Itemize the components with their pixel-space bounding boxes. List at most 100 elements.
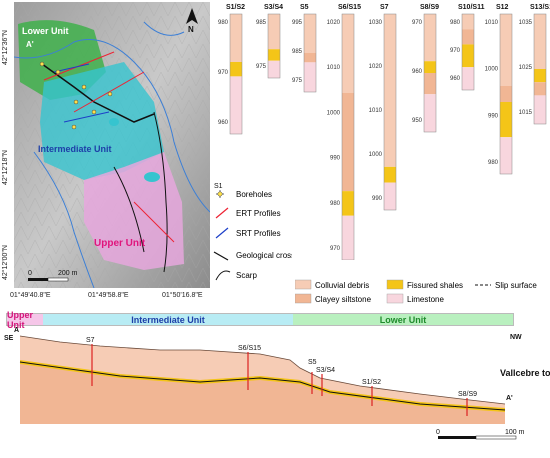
log-tick: 1000 [327, 110, 341, 116]
log-band-colluvial [342, 14, 354, 93]
cs-borehole-s6: S6/S15 [238, 345, 261, 352]
borehole-logs: S1/S2 980 970 960 S3/S4 985 975 S5 995 985 975 S6/S… [212, 0, 550, 261]
log-band-colluvial [268, 14, 280, 50]
scarp-line [113, 166, 145, 253]
log-outline [267, 13, 281, 79]
lon-label-1: 01°49'40.8"E [10, 292, 51, 299]
map-legend: S1 Boreholes ERT Profiles SRT Profiles G… [212, 180, 319, 290]
log-tick: 990 [330, 156, 341, 162]
intermediate-unit-area [40, 62, 164, 180]
log-outline [383, 13, 397, 211]
log-tick: 1020 [369, 64, 383, 70]
log-outline [461, 13, 475, 91]
map-intermediate-unit-label: Intermediate Unit [38, 144, 112, 154]
log-band-fissured [268, 49, 280, 61]
log-title: S12 [496, 4, 509, 11]
pond [109, 118, 119, 126]
map-cross-section-a-prime: A' [26, 40, 34, 49]
log-band-limestone [424, 94, 436, 132]
cross-section-legend-icon [213, 251, 229, 261]
cs-borehole-s7: S7 [86, 337, 95, 344]
map-scale-bar: 0 200 m [28, 270, 78, 282]
scarp-legend-icon [215, 270, 231, 281]
log-column-s7: S7 1030 1020 1010 1000 990 [369, 4, 397, 211]
log-tick: 990 [372, 196, 383, 202]
log-band-limestone [342, 215, 354, 260]
legend-srt-label: SRT Profiles [236, 229, 281, 238]
clayey-swatch [294, 293, 312, 304]
landslide-map: Lower Unit Intermediate Unit Upper Unit … [13, 2, 211, 289]
log-band-clayey [534, 82, 546, 96]
log-tick: 1000 [485, 67, 499, 73]
log-title: S6/S15 [338, 4, 361, 11]
fissured-swatch [386, 279, 404, 290]
legend-clayey: Clayey siltstone [315, 295, 372, 304]
srt-profile [53, 63, 90, 73]
log-outline [499, 13, 513, 175]
unit-bar-lower: Lower Unit [293, 314, 513, 325]
log-tick: 990 [488, 113, 499, 119]
cross-section-panel: S7 S6/S15 S5 S3/S4 S1/S2 S8/S9 A SE NW A… [0, 324, 550, 453]
log-band-colluvial [384, 14, 396, 167]
legend-fissured: Fissured shales [407, 281, 463, 290]
log-tick: 970 [330, 246, 341, 252]
log-band-fissured [384, 166, 396, 183]
legend-limestone: Limestone [407, 295, 444, 304]
log-tick: 970 [412, 20, 423, 26]
log-title: S13/S14 [530, 4, 550, 11]
log-band-colluvial [534, 14, 546, 69]
ert-legend-icon [215, 207, 229, 219]
log-tick: 995 [292, 20, 303, 26]
log-tick: 975 [256, 64, 267, 70]
log-title: S3/S4 [264, 4, 283, 11]
log-tick: 960 [412, 69, 423, 75]
log-band-colluvial [500, 14, 512, 86]
log-tick: 1035 [519, 20, 533, 26]
stream-line [143, 21, 185, 36]
log-column-s8-s9: S8/S9 970 960 950 [412, 4, 439, 133]
lat-label-2: 42°12'18"N [2, 150, 9, 186]
log-tick: 985 [292, 49, 303, 55]
cs-borehole-s3: S3/S4 [316, 367, 335, 374]
log-tick: 1000 [369, 152, 383, 158]
log-band-limestone [534, 95, 546, 124]
scarp-line [153, 111, 168, 273]
log-tick: 980 [218, 20, 229, 26]
unit-bar-upper: Upper Unit [7, 310, 43, 330]
log-band-limestone [462, 67, 474, 90]
vallcebre-torrent-label: Vallcebre torrent [500, 368, 550, 378]
log-band-limestone [268, 60, 280, 78]
limestone-swatch [386, 293, 404, 304]
log-tick: 960 [218, 120, 229, 126]
log-column-s12: S12 1010 1000 990 980 [485, 4, 513, 175]
log-tick: 950 [412, 118, 423, 124]
unit-bar: Upper Unit Intermediate Unit Lower Unit [6, 310, 514, 330]
log-outline [229, 13, 243, 135]
map-panel: Lower Unit Intermediate Unit Upper Unit … [13, 2, 211, 289]
log-tick: 980 [330, 201, 341, 207]
log-column-s5: S5 995 985 975 [292, 4, 317, 93]
ert-profile [133, 201, 175, 243]
log-tick: 1010 [327, 65, 341, 71]
log-column-s13-s14: S13/S14 1035 1025 1015 [519, 4, 550, 125]
log-title: S10/S11 [458, 4, 485, 11]
legend-ert-label: ERT Profiles [236, 209, 281, 218]
log-band-limestone [230, 76, 242, 134]
log-band-limestone [304, 62, 316, 92]
log-band-clayey [500, 86, 512, 102]
log-band-clayey [342, 92, 354, 192]
legend-borehole-tag: S1 [214, 183, 223, 190]
log-tick: 1010 [369, 108, 383, 114]
north-arrow-icon: N [186, 8, 198, 34]
log-outline [533, 13, 547, 125]
log-tick: 970 [218, 70, 229, 76]
colluvial-layer [20, 336, 505, 408]
log-tick: 1015 [519, 110, 533, 116]
stream-line [13, 39, 211, 213]
cs-borehole-s1: S1/S2 [362, 379, 381, 386]
log-outline [423, 13, 437, 133]
cs-scale-bar: 0 100 m [436, 429, 525, 440]
map-upper-unit-label: Upper Unit [94, 238, 146, 249]
log-title: S5 [300, 4, 309, 11]
cs-borehole-s8: S8/S9 [458, 391, 477, 398]
